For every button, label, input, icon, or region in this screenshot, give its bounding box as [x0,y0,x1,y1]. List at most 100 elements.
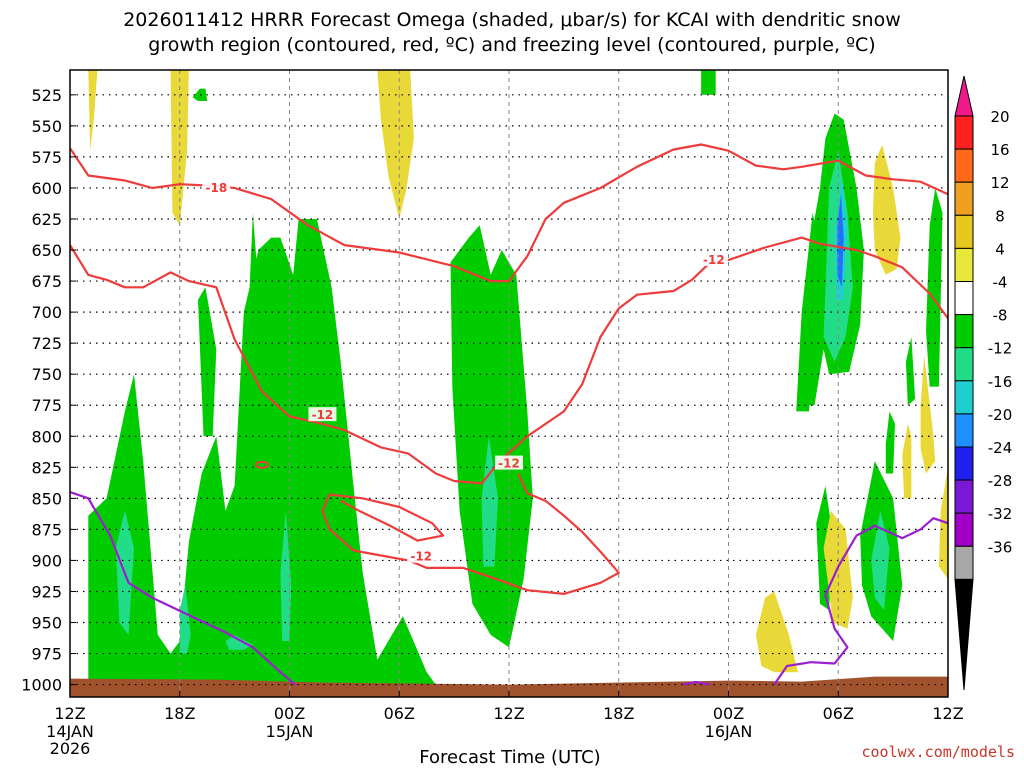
colorbar-swatch-8 [954,380,974,415]
chart-title-line1: 2026011412 HRRR Forecast Omega (shaded, … [123,9,901,31]
omega-region-27 [938,467,948,579]
colorbar-swatch-13 [954,545,974,580]
colorbar-label-8: -16 [988,373,1013,391]
colorbar-label-3: 8 [995,207,1005,225]
y-tick-750: 750 [31,365,62,384]
omega-region-28 [755,591,798,673]
omega-region-0 [88,219,436,685]
contour-label-bg-0 [202,179,231,194]
omega-region-17 [481,436,498,567]
source-credit: coolwx.com/models [861,743,1015,761]
contour-label-4: -12 [410,550,432,564]
y-tick-925: 925 [31,582,62,601]
colorbar-swatch-6 [954,314,974,349]
contour-label-bg-1 [699,251,728,266]
omega-region-5 [796,212,820,412]
contour-label-bg-2 [308,407,337,422]
x-tick-date-0: 14JAN [46,722,94,741]
colorbar-swatch-12 [954,512,974,547]
colorbar-swatch-0 [954,115,974,150]
y-axis-pressure: 525 550 575 600 625 650 675 700 725 750 775 800 825 8… [21,86,76,695]
x-tick-7: 06Z [823,704,854,723]
omega-region-15 [280,510,292,642]
omega-region-10 [701,70,716,95]
omega-region-24 [377,70,414,219]
colorbar-label-2: 12 [990,174,1009,192]
colorbar-swatch-7 [954,347,974,382]
x-tick-year-0: 2026 [50,739,91,758]
colorbar-swatch-2 [954,181,974,216]
y-tick-700: 700 [31,303,62,322]
contour-label-2: -12 [312,408,334,422]
x-tick-0: 12Z [54,704,85,723]
colorbar-label-10: -24 [988,439,1013,457]
omega-region-11 [885,411,895,474]
chart-title-line2: growth region (contoured, red, ºC) and f… [148,34,875,56]
y-tick-1000: 1000 [21,676,62,695]
colorbar: 20 16 12 8 4 -4 -8 -12 -16 -20 -24 -28 -32 -36 [954,75,1013,691]
x-tick-8: 12Z [932,704,963,723]
colorbar-label-11: -28 [988,472,1013,490]
contour-label-3: -12 [498,457,520,471]
y-tick-825: 825 [31,458,62,477]
y-tick-650: 650 [31,241,62,260]
colorbar-label-9: -20 [988,406,1013,424]
y-tick-775: 775 [31,396,62,415]
dgz-small-contour [255,460,270,469]
colorbar-label-13: -36 [988,538,1013,556]
x-axis-label: Forecast Time (UTC) [419,747,600,768]
omega-region-12 [905,336,916,406]
x-tick-3: 06Z [384,704,415,723]
y-tick-550: 550 [31,117,62,136]
colorbar-swatch-9 [954,413,974,448]
freezing-level-contour-1 [773,517,948,686]
y-tick-875: 875 [31,520,62,539]
colorbar-swatch-10 [954,446,974,481]
omega-region-23 [170,70,189,226]
colorbar-swatch-11 [954,479,974,514]
x-tick-1: 18Z [164,704,195,723]
colorbar-label-12: -32 [988,505,1013,523]
omega-region-19 [871,510,890,611]
colorbar-label-0: 20 [990,108,1009,126]
colorbar-top-arrow [954,75,974,117]
y-tick-525: 525 [31,86,62,105]
y-tick-725: 725 [31,334,62,353]
x-tick-4: 12Z [493,704,524,723]
y-tick-625: 625 [31,210,62,229]
freezing-level-contour-0 [70,491,296,686]
colorbar-swatch-5 [954,281,974,316]
contour-label-bg-3 [495,455,523,470]
omega-region-21 [837,194,844,288]
x-tick-date-2: 15JAN [266,722,314,741]
x-tick-5: 18Z [603,704,634,723]
contour-lines: -18 -12 -12 -12 -12 [70,143,948,686]
contour-label-0: -18 [205,181,227,195]
colorbar-label-7: -12 [988,340,1013,358]
y-tick-950: 950 [31,614,62,633]
contour-label-1: -12 [703,253,725,267]
y-tick-575: 575 [31,148,62,167]
contour-label-bg-4 [407,548,436,563]
omega-region-14 [179,585,191,654]
colorbar-label-5: -4 [993,274,1008,292]
omega-region-22 [88,70,98,151]
colorbar-label-4: 4 [995,240,1005,258]
omega-region-30 [902,423,912,499]
y-tick-600: 600 [31,179,62,198]
freezing-level-contour-2 [682,681,711,686]
omega-region-16 [225,634,253,650]
omega-region-8 [926,188,943,387]
x-tick-2: 00Z [274,704,305,723]
colorbar-swatch-1 [954,148,974,183]
y-tick-800: 800 [31,427,62,446]
omega-region-3 [450,225,533,648]
x-tick-6: 00Z [713,704,744,723]
colorbar-swatch-3 [954,214,974,249]
omega-region-9 [192,88,208,101]
omega-region-26 [920,355,936,474]
colorbar-label-6: -8 [993,307,1008,325]
x-tick-date-6: 16JAN [705,722,753,741]
